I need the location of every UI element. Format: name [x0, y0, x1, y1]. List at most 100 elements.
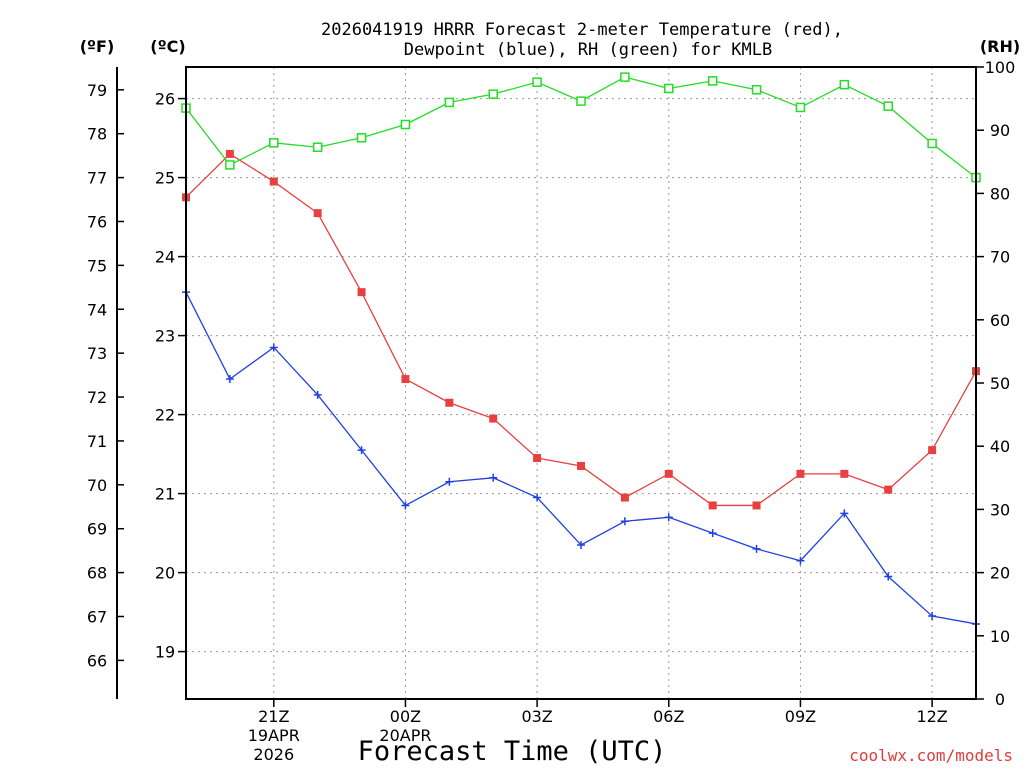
rh-point: [707, 76, 718, 86]
dewpoint-line: [185, 291, 977, 625]
fahrenheit-tick-label: 77: [87, 169, 107, 188]
celsius-tick-label: 19: [155, 643, 175, 662]
rh-tick-label: 40: [990, 437, 1010, 456]
dewpoint-point: [445, 477, 454, 486]
dewpoint-point: [357, 446, 366, 455]
celsius-tick-label: 22: [155, 406, 175, 425]
fahrenheit-tick-label: 79: [87, 81, 107, 100]
dewpoint-point: [664, 513, 673, 522]
dewpoint-point: [620, 517, 629, 526]
dewpoint-point: [577, 540, 585, 549]
time-tick-label: 21Z: [258, 707, 289, 726]
temperature-point: [313, 209, 322, 218]
rh-tick-label: 30: [990, 500, 1010, 519]
temperature-point: [357, 288, 366, 297]
time-tick-label: 09Z: [785, 707, 816, 726]
chart-title-line2: Dewpoint (blue), RH (green) for KMLB: [404, 40, 772, 60]
temperature-point: [489, 414, 498, 423]
dewpoint-point: [752, 544, 761, 553]
time-year-label: 2026: [253, 745, 294, 764]
rh-point: [927, 138, 937, 149]
dewpoint-point: [313, 390, 322, 399]
celsius-tick-label: 20: [155, 564, 175, 583]
rh-point: [225, 160, 235, 170]
fahrenheit-tick-label: 74: [87, 300, 107, 319]
rh-tick-label: 90: [990, 121, 1010, 140]
dewpoint-point: [533, 493, 542, 502]
fahrenheit-tick-label: 68: [87, 564, 107, 583]
x-axis-title: Forecast Time (UTC): [358, 736, 667, 767]
fahrenheit-axis-label: (ºF): [80, 37, 115, 56]
rh-tick-label: 20: [990, 564, 1010, 583]
rh-point: [839, 79, 850, 90]
celsius-axis: 19 20 21 22 23 24 25 26: [155, 90, 186, 662]
rh-point: [400, 119, 411, 130]
dewpoint-point: [401, 501, 410, 510]
temperature-point: [620, 493, 629, 502]
time-tick-label: 12Z: [916, 707, 947, 726]
time-date-label: 20APR: [379, 726, 431, 745]
fahrenheit-tick-label: 67: [87, 607, 107, 626]
temperature-series: [182, 149, 980, 510]
plot-frame: [185, 66, 977, 700]
fahrenheit-tick-label: 69: [87, 520, 107, 539]
dewpoint-series: [182, 288, 980, 628]
rh-tick-label: 70: [990, 248, 1010, 267]
rh-series: [181, 72, 981, 183]
temperature-point: [225, 149, 234, 158]
dewpoint-point: [269, 343, 278, 352]
rh-line: [185, 76, 977, 179]
credit-text: coolwx.com/models: [849, 746, 1013, 765]
temperature-point: [664, 469, 673, 478]
dewpoint-point: [225, 375, 234, 384]
celsius-axis-label: (ºC): [150, 37, 185, 56]
rh-tick-label: 0: [995, 690, 1005, 709]
rh-point: [356, 133, 367, 143]
fahrenheit-tick-label: 70: [87, 476, 107, 495]
temperature-point: [533, 454, 542, 463]
rh-point: [883, 101, 893, 111]
fahrenheit-tick-label: 71: [87, 432, 107, 451]
fahrenheit-tick-label: 75: [87, 256, 107, 275]
fahrenheit-tick-label: 78: [87, 125, 107, 144]
celsius-tick-label: 23: [155, 327, 175, 346]
rh-tick-label: 100: [985, 58, 1016, 77]
dewpoint-point: [708, 529, 717, 538]
celsius-tick-label: 26: [155, 90, 175, 109]
temperature-point: [401, 375, 410, 384]
series-layer: [181, 72, 981, 628]
rh-axis-label: (RH): [980, 37, 1020, 56]
dewpoint-point: [884, 572, 893, 581]
time-tick-label: 03Z: [521, 707, 552, 726]
temperature-line: [185, 153, 977, 507]
temperature-point: [840, 469, 849, 478]
rh-axis: 0 10 20 30 40 50 60 70 80 90 100: [976, 58, 1015, 709]
celsius-tick-label: 21: [155, 485, 175, 504]
rh-tick-label: 10: [990, 627, 1010, 646]
fahrenheit-tick-label: 73: [87, 344, 107, 363]
rh-tick-label: 60: [990, 311, 1010, 330]
rh-point: [576, 96, 586, 106]
chart-grid: [186, 67, 976, 699]
rh-point: [532, 77, 542, 87]
rh-point: [795, 102, 806, 113]
rh-point: [269, 138, 279, 148]
fahrenheit-axis: 66 67 68 69 70 71 72 73 74 75 76 77 78 79: [87, 67, 124, 699]
dewpoint-point: [489, 473, 498, 482]
temperature-point: [928, 446, 937, 455]
time-tick-label: 00Z: [390, 707, 421, 726]
temperature-point: [445, 398, 454, 407]
celsius-tick-label: 24: [155, 248, 175, 267]
chart-title-line1: 2026041919 HRRR Forecast 2-meter Tempera…: [321, 20, 843, 40]
temperature-point: [708, 501, 717, 510]
rh-point: [664, 83, 674, 94]
rh-point: [488, 89, 498, 99]
rh-point: [620, 72, 630, 82]
rh-tick-label: 50: [990, 374, 1010, 393]
temperature-point: [577, 461, 585, 470]
rh-point: [444, 97, 455, 108]
dewpoint-point: [928, 612, 937, 621]
celsius-tick-label: 25: [155, 169, 175, 188]
